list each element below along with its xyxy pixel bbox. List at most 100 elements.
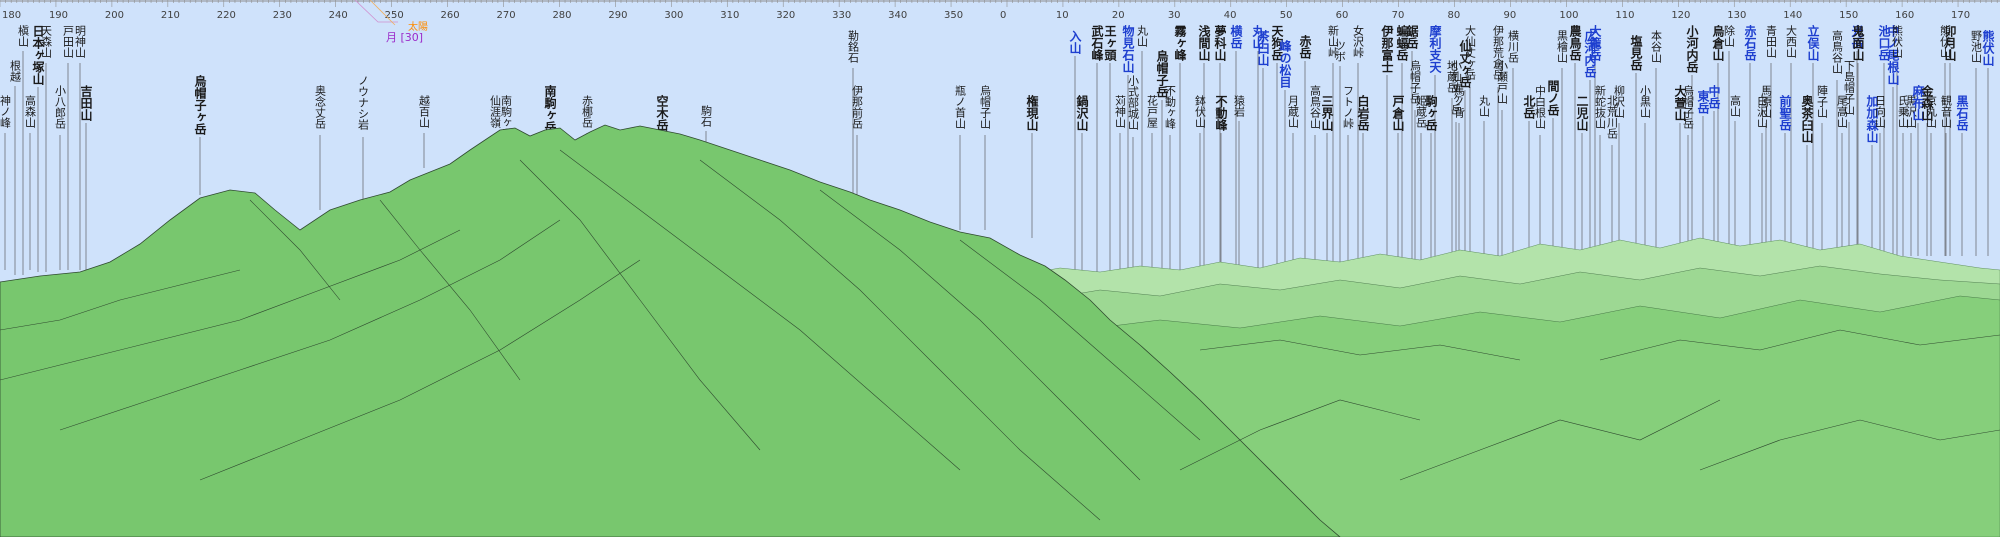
peak-label[interactable]: 南駒ヶ岳 <box>500 95 513 139</box>
peak-label[interactable]: 日向山 <box>1874 95 1887 128</box>
peak-label[interactable]: 烏帽子岳 <box>1409 59 1422 104</box>
peak-label[interactable]: 南駒ヶ岳 <box>543 84 557 134</box>
peak-label[interactable]: 鋸岳 <box>1405 24 1419 50</box>
peak-label[interactable]: 鉢伏山 <box>1194 94 1207 128</box>
peak-label[interactable]: 地蔵岳 <box>1446 60 1459 93</box>
peak-label[interactable]: 観音山 <box>1940 94 1953 128</box>
peak-label[interactable]: 空木岳 <box>655 94 669 132</box>
peak-label[interactable]: 横岳 <box>1229 24 1243 50</box>
peak-label[interactable]: 大籠岳 <box>1588 24 1602 62</box>
peak-label[interactable]: 東岳 <box>1696 89 1710 115</box>
peak-label[interactable]: 前聖岳 <box>1778 94 1792 132</box>
peak-label[interactable]: 天狗岳 <box>1270 25 1284 62</box>
peak-label[interactable]: 駒ヶ岳 <box>1424 94 1438 132</box>
peak-label[interactable]: 高鳥谷山 <box>1831 29 1844 74</box>
peak-label[interactable]: 烏帽子岳 <box>1682 84 1695 129</box>
peak-label[interactable]: 黒檜山 <box>1556 30 1569 63</box>
peak-label[interactable]: 北岳 <box>1522 94 1536 120</box>
peak-label[interactable]: 中ノ尾根山 <box>1886 24 1900 86</box>
peak-label[interactable]: 光岳 <box>1850 24 1864 50</box>
peak-label[interactable]: 熊伏山 <box>1939 24 1952 58</box>
peak-label[interactable]: 丸山 <box>1136 25 1149 47</box>
peak-label[interactable]: 明神山 <box>74 25 87 58</box>
peak-label[interactable]: 熊伏山 <box>1981 29 1995 67</box>
peak-label[interactable]: 奥念丈岳 <box>314 84 327 129</box>
peak-label[interactable]: 小八郎岳 <box>54 85 67 129</box>
peak-label[interactable]: 花戸屋 <box>1146 95 1159 129</box>
peak-label[interactable]: 戸倉山 <box>1391 95 1405 132</box>
peak-label[interactable]: 馬原山 <box>1760 85 1773 118</box>
peak-label[interactable]: 不動峰 <box>1214 95 1228 132</box>
peak-label[interactable]: 仙丈ヶ岳 <box>1458 39 1472 89</box>
peak-label[interactable]: 小黒山 <box>1639 85 1652 118</box>
peak-label[interactable]: 大萱山 <box>1673 84 1687 122</box>
peak-label[interactable]: 霧ヶ峰 <box>1173 25 1187 62</box>
peak-label[interactable]: 赤岳 <box>1298 34 1312 60</box>
peak-label[interactable]: 白沢山 <box>1756 94 1769 128</box>
peak-label[interactable]: 越百山 <box>418 94 431 128</box>
peak-label[interactable]: 不動ヶ峰 <box>1164 85 1177 129</box>
peak-label[interactable]: 広河内岳 <box>1583 29 1597 79</box>
peak-label[interactable]: 新山峠 <box>1327 24 1340 59</box>
peak-label[interactable]: 馬ノ背 <box>1453 85 1466 118</box>
peak-label[interactable]: 鬼面山 <box>1851 24 1865 62</box>
peak-label[interactable]: 金森山 <box>1920 84 1934 122</box>
peak-label[interactable]: 高鳥谷山 <box>1309 84 1322 129</box>
peak-label[interactable]: 赤石岳 <box>1743 24 1757 62</box>
peak-label[interactable]: 仙涯嶺 <box>489 95 502 129</box>
peak-label[interactable]: ノウナシ岩 <box>357 75 370 131</box>
peak-label[interactable]: 峰の松目 <box>1278 39 1292 89</box>
peak-label[interactable]: 王ヶ頭 <box>1103 25 1117 62</box>
peak-label[interactable]: 女沢峠 <box>1352 24 1365 59</box>
peak-label[interactable]: 月蔵山 <box>1287 95 1300 128</box>
peak-label[interactable]: 槇山 <box>17 24 30 47</box>
peak-label[interactable]: 新蛇抜山 <box>1594 84 1607 129</box>
peak-label[interactable]: 烏帽子ヶ岳 <box>193 74 207 136</box>
peak-label[interactable]: 権現山 <box>1025 94 1039 132</box>
peak-label[interactable]: 夢科山 <box>1213 24 1227 62</box>
peak-label[interactable]: ツボ <box>1334 40 1347 62</box>
peak-label[interactable]: 二児山 <box>1575 95 1589 132</box>
peak-label[interactable]: 下島帽子山 <box>1843 60 1856 115</box>
peak-label[interactable]: 中白根山 <box>1534 85 1547 129</box>
peak-label[interactable]: 神ノ峰 <box>0 94 12 128</box>
peak-label[interactable]: 陣子山 <box>1816 85 1829 118</box>
peak-label[interactable]: 立俣山 <box>1806 24 1820 62</box>
peak-label[interactable]: 奥茶臼山 <box>1800 94 1814 144</box>
peak-label[interactable]: 入山 <box>1068 30 1082 55</box>
peak-label[interactable]: 小瀬戸山 <box>1496 60 1509 104</box>
peak-label[interactable]: 烏帽子山 <box>979 84 992 129</box>
peak-label[interactable]: 大仙丈ヶ岳 <box>1464 24 1477 80</box>
peak-label[interactable]: 鍋沢山 <box>1075 94 1089 132</box>
peak-label[interactable]: 伊那富士 <box>1380 24 1394 73</box>
peak-label[interactable]: 麻布山 <box>1911 84 1925 122</box>
peak-label[interactable]: 黒石岳 <box>1955 95 1969 132</box>
peak-label[interactable]: 伊那前岳 <box>851 85 864 129</box>
peak-label[interactable]: 熊伏山 <box>1891 24 1904 58</box>
peak-label[interactable]: 池口岳 <box>1877 24 1891 62</box>
peak-label[interactable]: 中岳 <box>1707 84 1721 110</box>
peak-label[interactable]: 小仙丈ヶ岳 <box>1450 60 1463 115</box>
peak-label[interactable]: 高山 <box>1729 94 1742 117</box>
peak-label[interactable]: 卯月山 <box>1943 24 1957 62</box>
peak-label[interactable]: 茶臼山 <box>1256 29 1270 67</box>
peak-label[interactable]: 黒沢山 <box>1905 95 1918 128</box>
peak-label[interactable]: 瓶ノ首山 <box>954 84 967 129</box>
peak-label[interactable]: 氏乗山 <box>1897 95 1910 128</box>
peak-label[interactable]: 赤梛岳 <box>581 95 594 128</box>
peak-label[interactable]: 伊那荒倉岳 <box>1492 25 1505 80</box>
peak-label[interactable]: 天森山 <box>40 25 53 58</box>
peak-label[interactable]: 武石峰 <box>1090 24 1104 62</box>
peak-label[interactable]: 加加森山 <box>1865 94 1879 144</box>
peak-label[interactable]: 小河内岳 <box>1685 24 1699 74</box>
peak-label[interactable]: 駒石 <box>700 105 713 127</box>
peak-label[interactable]: 小式部城山 <box>1127 75 1140 130</box>
peak-label[interactable]: 尾高山 <box>1836 95 1849 128</box>
peak-label[interactable]: 苅神山 <box>1114 94 1127 128</box>
peak-label[interactable]: 浅間山 <box>1197 24 1211 62</box>
peak-label[interactable]: フトノ峠 <box>1342 85 1355 130</box>
peak-label[interactable]: 農鳥岳 <box>1568 24 1582 62</box>
peak-label[interactable]: 烏倉山 <box>1711 24 1725 62</box>
peak-label[interactable]: 勒銘石 <box>847 30 860 63</box>
